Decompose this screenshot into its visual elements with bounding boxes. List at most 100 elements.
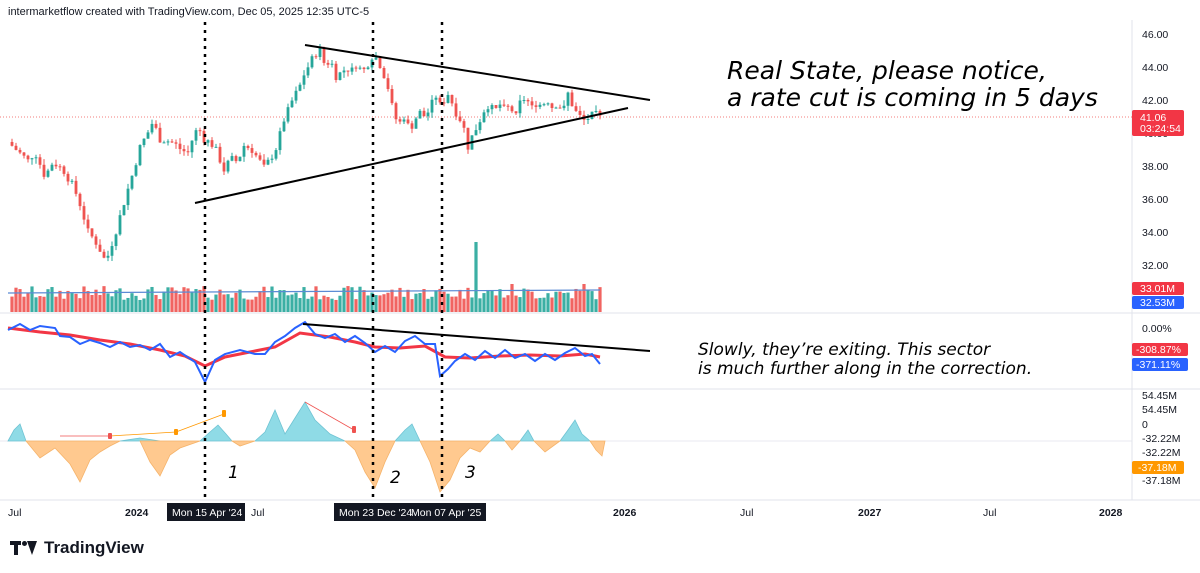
time-axis[interactable]: Jul 2024 Jul 2026 Jul 2027 Jul 2028 xyxy=(8,507,1123,519)
annotation-main-line1: Real State, please notice, xyxy=(727,56,1047,85)
candle-body xyxy=(78,193,82,207)
volume-bar xyxy=(234,292,238,312)
volume-bar xyxy=(338,295,342,312)
volume-bar xyxy=(102,286,106,312)
volume-bar xyxy=(122,299,126,312)
volume-bar xyxy=(126,297,130,312)
volume-bar xyxy=(134,295,138,312)
volume-bar xyxy=(530,291,534,312)
volume-bar xyxy=(582,284,586,312)
osc-divergence-4 xyxy=(304,401,355,431)
candle-body xyxy=(34,157,38,159)
chart-header: intermarketflow created with TradingView… xyxy=(8,6,370,18)
candle-body xyxy=(150,123,154,133)
candle-body xyxy=(338,72,342,80)
volume-bar xyxy=(298,298,302,312)
candle-body xyxy=(30,158,34,160)
candle-body xyxy=(194,130,198,141)
osc-tick: 0 xyxy=(1142,419,1148,431)
volume-bar xyxy=(206,297,210,312)
candle-body xyxy=(322,47,326,63)
volume-ma-line xyxy=(7,289,601,294)
time-tick: Jul xyxy=(740,507,753,519)
volume-bar xyxy=(378,295,382,312)
trendline-flow[interactable] xyxy=(302,323,651,352)
time-tick: 2026 xyxy=(613,507,637,519)
volume-bar xyxy=(10,296,14,312)
candle-body xyxy=(122,205,126,216)
candle-body xyxy=(162,142,166,144)
candle-body xyxy=(502,104,506,106)
volume-bar xyxy=(138,299,142,312)
candle-body xyxy=(98,244,102,252)
tradingview-logo[interactable]: TradingView xyxy=(10,538,144,558)
candle-body xyxy=(266,159,270,165)
candle-body xyxy=(102,251,106,258)
volume-bar xyxy=(182,287,186,312)
candle-body xyxy=(62,166,66,174)
candle-body xyxy=(334,63,338,80)
volume-bar xyxy=(118,288,122,312)
volume-bar xyxy=(66,290,70,312)
time-tick: Jul xyxy=(8,507,21,519)
volume-bar xyxy=(34,297,38,312)
date-tag-3-text: Mon 07 Apr '25 xyxy=(411,507,481,519)
candle-body xyxy=(402,119,406,122)
volume-bar xyxy=(106,293,110,312)
volume-bar xyxy=(314,286,318,312)
candle-body xyxy=(226,160,230,172)
volume-bar xyxy=(30,286,34,312)
candle-body xyxy=(554,107,558,109)
volume-bar xyxy=(574,288,578,312)
candle-body xyxy=(526,100,530,102)
volume-bar xyxy=(50,287,54,312)
osc-tick: 54.45M xyxy=(1142,404,1177,416)
trendline-lower[interactable] xyxy=(194,107,629,204)
price-tick: 44.00 xyxy=(1142,62,1168,74)
osc-axis[interactable]: 54.45M 54.45M 0 -32.22M -32.22M -37.18M xyxy=(1142,390,1181,487)
volume-bar xyxy=(430,296,434,312)
volume-bar xyxy=(14,287,18,312)
candle-body xyxy=(50,164,54,171)
volume-bar xyxy=(506,295,510,312)
candle-body xyxy=(366,67,370,70)
price-tick: 46.00 xyxy=(1142,29,1168,41)
volume-bar xyxy=(282,290,286,312)
volume-bar xyxy=(150,286,154,312)
candle-body xyxy=(230,156,234,161)
volume-bar xyxy=(230,297,234,312)
volume-bar xyxy=(594,299,598,312)
candle-body xyxy=(426,112,430,117)
volume-bar xyxy=(586,290,590,312)
candle-body xyxy=(310,56,314,68)
candle-body xyxy=(346,70,350,72)
osc-divergence-3 xyxy=(175,413,225,433)
bar-countdown: 03:24:54 xyxy=(1140,123,1181,135)
time-tick: 2027 xyxy=(858,507,882,519)
volume-bar xyxy=(218,289,222,312)
candle-body xyxy=(58,166,62,168)
date-tag-3 xyxy=(412,503,486,521)
volume-value-1: 33.01M xyxy=(1140,283,1175,295)
candle-body xyxy=(358,67,362,69)
candle-body xyxy=(238,156,242,162)
event-mark-1: 1 xyxy=(228,463,239,483)
trendline-upper[interactable] xyxy=(304,44,651,101)
candle-body xyxy=(550,103,554,109)
volume-bar xyxy=(478,298,482,312)
candle-body xyxy=(386,78,390,90)
candle-body xyxy=(110,246,114,256)
volume-bar xyxy=(414,293,418,312)
candle-body xyxy=(182,149,186,152)
volume-bar xyxy=(306,298,310,312)
osc-positive-area xyxy=(7,401,592,442)
candle-body xyxy=(38,157,42,165)
volume-bar xyxy=(562,292,566,312)
volume-bar xyxy=(142,298,146,312)
volume-bar xyxy=(98,294,102,312)
volume-bar xyxy=(46,289,50,312)
candle-body xyxy=(74,180,78,194)
price-axis[interactable]: 46.00 44.00 42.00 40.00 38.00 36.00 34.0… xyxy=(1142,29,1168,272)
volume-bar xyxy=(290,294,294,312)
